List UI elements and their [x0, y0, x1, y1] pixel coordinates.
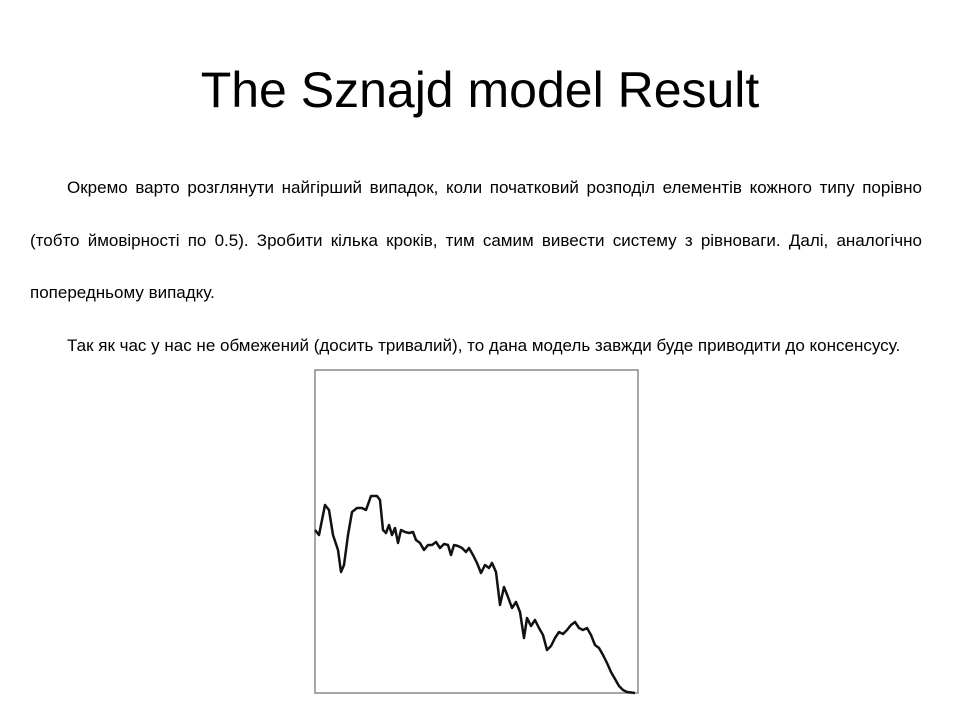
slide-body: Окремо варто розглянути найгірший випадо…	[30, 162, 922, 372]
paragraph: Окремо варто розглянути найгірший випадо…	[30, 178, 922, 302]
paragraph: Так як час у нас не обмежений (досить тр…	[67, 335, 901, 355]
chart	[314, 369, 639, 695]
data-line	[314, 494, 636, 695]
plot-frame	[314, 369, 639, 694]
slide-title: The Sznajd model Result	[200, 62, 760, 118]
